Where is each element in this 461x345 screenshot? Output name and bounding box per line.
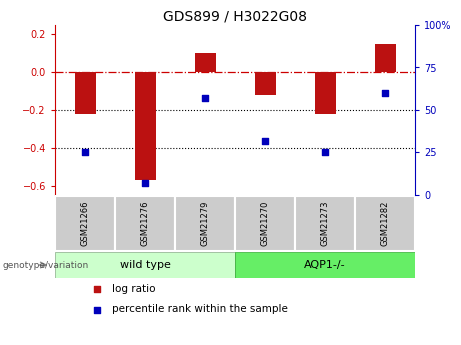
FancyBboxPatch shape xyxy=(115,196,175,251)
Text: GSM21270: GSM21270 xyxy=(260,201,270,246)
Point xyxy=(261,138,269,144)
FancyBboxPatch shape xyxy=(235,252,415,278)
Text: GSM21279: GSM21279 xyxy=(201,201,209,246)
FancyBboxPatch shape xyxy=(175,196,235,251)
FancyBboxPatch shape xyxy=(295,196,355,251)
FancyBboxPatch shape xyxy=(55,196,115,251)
Bar xyxy=(254,72,276,95)
Text: wild type: wild type xyxy=(119,260,171,270)
Text: GSM21266: GSM21266 xyxy=(81,201,89,246)
Bar xyxy=(314,72,336,114)
Text: percentile rank within the sample: percentile rank within the sample xyxy=(112,305,288,315)
Point xyxy=(321,150,329,155)
Point xyxy=(201,95,209,101)
Text: genotype/variation: genotype/variation xyxy=(2,260,89,269)
Bar xyxy=(195,53,215,72)
Text: AQP1-/-: AQP1-/- xyxy=(304,260,346,270)
Title: GDS899 / H3022G08: GDS899 / H3022G08 xyxy=(163,10,307,24)
Text: GSM21276: GSM21276 xyxy=(141,201,149,246)
Point xyxy=(93,286,100,291)
FancyBboxPatch shape xyxy=(235,196,295,251)
FancyBboxPatch shape xyxy=(55,252,235,278)
Point xyxy=(93,307,100,312)
FancyBboxPatch shape xyxy=(355,196,415,251)
Text: GSM21273: GSM21273 xyxy=(320,201,330,246)
Text: GSM21282: GSM21282 xyxy=(380,201,390,246)
Point xyxy=(381,90,389,96)
Bar xyxy=(135,72,155,180)
Point xyxy=(142,180,149,186)
Text: log ratio: log ratio xyxy=(112,284,155,294)
Bar xyxy=(374,44,396,72)
Point xyxy=(81,150,89,155)
Bar xyxy=(75,72,95,114)
